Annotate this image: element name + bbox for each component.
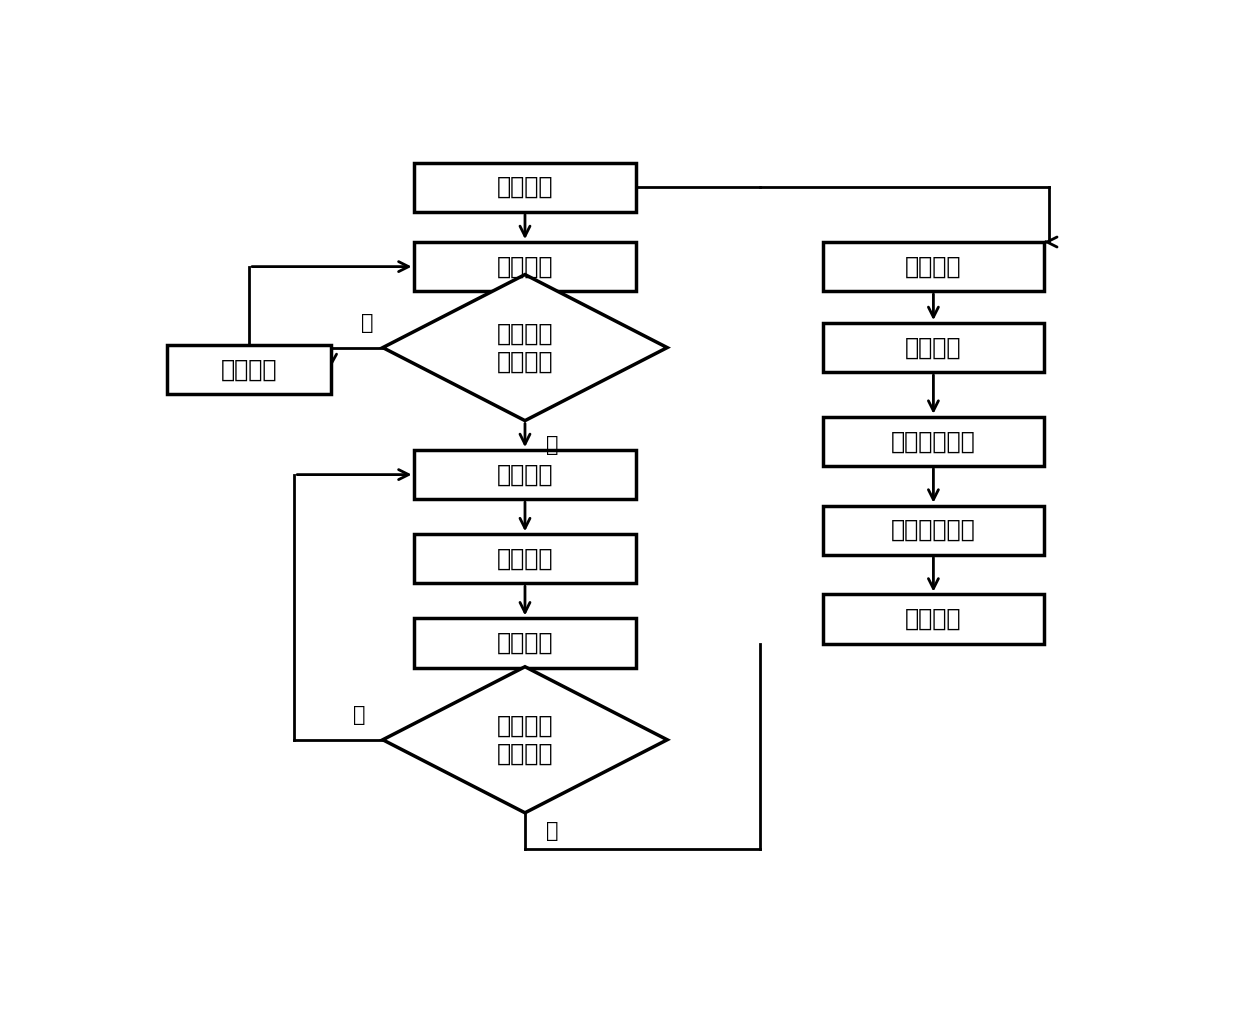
Bar [414, 619, 635, 667]
Text: 场景是否
满足需求: 场景是否 满足需求 [497, 322, 553, 373]
Text: 场景选择: 场景选择 [497, 255, 553, 278]
Polygon shape [383, 274, 667, 421]
Text: 是: 是 [546, 821, 559, 840]
Polygon shape [383, 667, 667, 812]
Bar [823, 595, 1044, 643]
Bar [414, 242, 635, 291]
Text: 数据检验: 数据检验 [497, 631, 553, 655]
Text: 数据处理: 数据处理 [497, 546, 553, 571]
Bar [167, 345, 331, 395]
Bar [823, 417, 1044, 466]
Bar [823, 323, 1044, 372]
Text: 场景评估: 场景评估 [905, 336, 962, 360]
Text: 是: 是 [546, 435, 559, 455]
Bar [414, 163, 635, 211]
Text: 退出软件: 退出软件 [905, 607, 962, 631]
Text: 启动软件: 启动软件 [497, 175, 553, 199]
Text: 评估报告输出: 评估报告输出 [892, 519, 976, 542]
Bar [823, 505, 1044, 555]
Text: 否: 否 [361, 313, 373, 333]
Text: 评估结果保存: 评估结果保存 [892, 429, 976, 454]
Text: 数据是否
正确齐备: 数据是否 正确齐备 [497, 713, 553, 766]
Bar [414, 450, 635, 499]
Bar [414, 534, 635, 584]
Text: 数据输入: 数据输入 [497, 463, 553, 487]
Text: 场景编辑: 场景编辑 [221, 358, 278, 381]
Bar [823, 242, 1044, 291]
Text: 权重计算: 权重计算 [905, 255, 962, 278]
Text: 否: 否 [353, 705, 366, 726]
